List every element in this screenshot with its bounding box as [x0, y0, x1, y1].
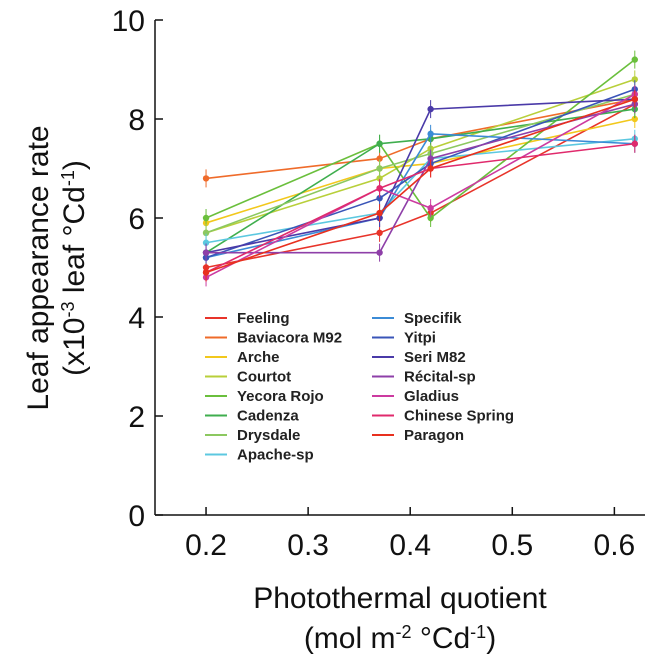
data-point	[376, 155, 383, 162]
data-point	[427, 130, 434, 138]
series-line	[205, 118, 635, 224]
series-line	[205, 88, 636, 259]
data-point	[427, 165, 434, 172]
series-line	[206, 103, 635, 254]
legend-label: Baviacora M92	[237, 330, 342, 347]
legend-label: Drysdale	[237, 427, 300, 444]
series-line	[205, 98, 635, 180]
y-tick-label: 8	[128, 104, 145, 137]
series-feeling	[202, 95, 638, 277]
data-point	[631, 115, 638, 123]
legend-label: Cadenza	[237, 408, 299, 425]
legend-label: Apache-sp	[237, 447, 314, 464]
y-tick-label: 10	[112, 5, 145, 38]
legend-item: Arche	[205, 349, 280, 366]
data-point	[376, 195, 383, 202]
series-line	[205, 133, 635, 259]
legend-label: Yitpi	[404, 330, 436, 347]
legend-label: Seri M82	[404, 349, 466, 366]
data-point	[631, 96, 638, 103]
y-axis-unit: (x10-3 leaf °Cd-1)	[58, 160, 91, 376]
series-line	[205, 142, 635, 274]
legend-item: Courtot	[205, 369, 291, 386]
y-tick-label: 6	[128, 203, 145, 236]
x-axis-unit: (mol m-2 °Cd-1)	[304, 622, 496, 655]
data-point	[427, 105, 434, 113]
data-point	[202, 175, 210, 182]
legend-label: Courtot	[237, 369, 291, 386]
series-line	[205, 93, 636, 279]
x-axis-title: Photothermal quotient	[253, 582, 547, 615]
tick-labels: 0.2 0.3 0.4 0.5 0.6 0 2 4 6 8 10	[112, 5, 636, 562]
data-point	[202, 239, 210, 246]
data-point	[631, 140, 638, 147]
legend-label: Gladius	[404, 388, 459, 405]
x-tick-label: 0.2	[185, 529, 227, 562]
y-axis-title: Leaf appearance rate	[22, 125, 55, 410]
series-paragon	[202, 90, 638, 282]
legend-item: Gladius	[372, 388, 459, 405]
legend-label: Arche	[237, 349, 280, 366]
x-tick-label: 0.6	[594, 529, 636, 562]
legend-label: Chinese Spring	[404, 408, 514, 425]
legend-item: Cadenza	[205, 408, 299, 425]
legend-item: Baviacora M92	[205, 330, 342, 347]
legend-item: Specifik	[372, 310, 462, 327]
data-point	[631, 56, 638, 63]
series-r-cital-sp	[202, 95, 638, 262]
series-line	[205, 103, 636, 269]
legend-item: Drysdale	[205, 427, 300, 444]
data-point	[376, 165, 383, 172]
data-point	[376, 140, 383, 147]
data-point	[376, 185, 383, 192]
data-point	[631, 76, 638, 83]
legend: Feeling Baviacora M92 Arche Courtot Yecora R…	[205, 310, 514, 464]
legend-label: Paragon	[404, 427, 464, 444]
series-line	[205, 98, 636, 274]
axes	[154, 20, 645, 516]
legend-item: Feeling	[205, 310, 290, 327]
y-tick-label: 0	[128, 500, 145, 533]
legend-item: Récital-sp	[372, 369, 476, 386]
data-point	[376, 229, 383, 237]
x-tick-label: 0.5	[491, 529, 533, 562]
data-point	[376, 209, 383, 217]
data-point	[427, 204, 434, 212]
legend-label: Feeling	[237, 310, 290, 327]
data-point	[202, 269, 210, 276]
data-point	[427, 214, 434, 222]
legend-label: Yecora Rojo	[237, 388, 324, 405]
series-gladius	[202, 85, 638, 287]
x-tick-label: 0.4	[389, 529, 431, 562]
legend-item: Apache-sp	[205, 447, 314, 464]
series-yecora-rojo	[202, 50, 638, 227]
series-line	[205, 98, 635, 254]
series-lines	[202, 50, 638, 287]
legend-item: Chinese Spring	[372, 408, 514, 425]
data-point	[427, 155, 434, 162]
legend-item: Yitpi	[372, 330, 436, 347]
data-point	[202, 214, 210, 222]
legend-item: Paragon	[372, 427, 464, 444]
series-line	[205, 93, 636, 234]
data-point	[202, 229, 210, 237]
y-tick-label: 4	[128, 302, 145, 335]
y-tick-label: 2	[128, 401, 145, 434]
data-point	[202, 249, 210, 256]
data-point	[376, 175, 383, 182]
legend-label: Récital-sp	[404, 369, 476, 386]
legend-item: Yecora Rojo	[205, 388, 324, 405]
legend-item: Seri M82	[372, 349, 466, 366]
legend-label: Specifik	[404, 310, 462, 327]
data-point	[376, 249, 383, 256]
x-tick-label: 0.3	[287, 529, 329, 562]
series-cadenza	[202, 100, 638, 262]
